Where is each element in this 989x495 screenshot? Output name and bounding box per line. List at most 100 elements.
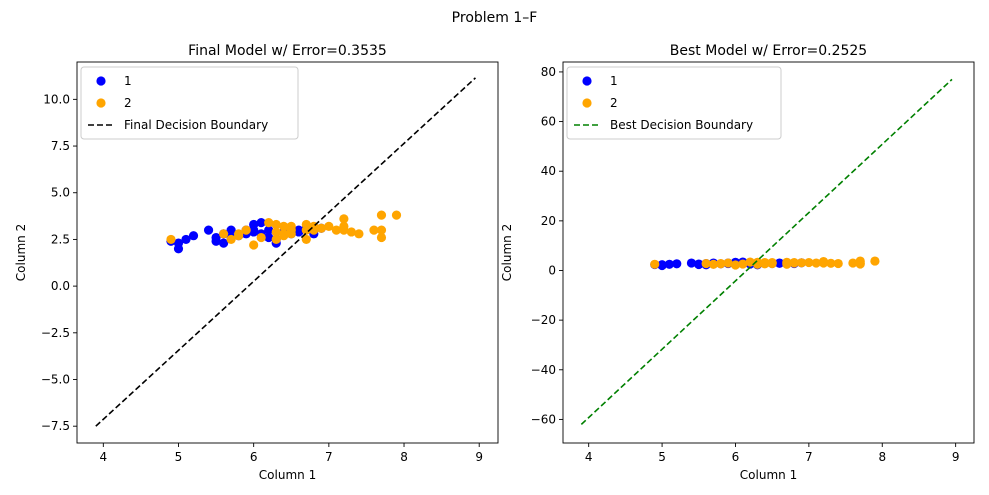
class-2-point — [226, 234, 236, 245]
class-1-point — [774, 258, 785, 268]
class-2-point — [286, 221, 296, 231]
class-1-point — [256, 218, 266, 228]
legend-label: 2 — [610, 96, 618, 110]
left-subplot: Final Model w/ Error=0.3535 4 5 6 7 8 9 −7.5 −5.… — [14, 43, 499, 482]
class-2-point — [301, 219, 311, 230]
class-2-point — [286, 229, 296, 239]
class-2-point — [818, 258, 829, 268]
x-tick-label: 4 — [99, 450, 107, 464]
class-1-point — [672, 259, 682, 269]
class-2-point — [870, 256, 880, 266]
x-axis-label: Column 1 — [740, 468, 797, 482]
y-tick-label: −7.5 — [41, 419, 70, 433]
x-axis-label: Column 1 — [259, 468, 316, 482]
x-tick-label: 9 — [475, 450, 483, 464]
y-tick-label: −2.5 — [41, 326, 70, 340]
class-2-point — [271, 234, 281, 245]
x-tick-label: 4 — [585, 450, 593, 464]
x-tick-label: 7 — [805, 450, 813, 464]
class-2-point — [738, 259, 748, 269]
y-tick-label: −5.0 — [41, 373, 70, 387]
x-tick-label: 6 — [250, 450, 258, 464]
y-tick-label: 0 — [548, 263, 556, 277]
legend-marker-swatch — [96, 76, 106, 86]
y-tick-label: 60 — [541, 115, 556, 129]
decision-boundary-line — [580, 78, 953, 425]
x-tick-label: 7 — [325, 450, 333, 464]
class-1-point — [294, 227, 304, 237]
class-1-point — [264, 225, 274, 235]
class-2-point — [752, 257, 763, 267]
class-1-point — [181, 234, 191, 245]
right-subplot: Best Model w/ Error=0.2525 4 5 6 7 8 9 −60 −40 −2… — [500, 43, 975, 482]
legend-label: Final Decision Boundary — [124, 118, 268, 132]
x-tick-label: 6 — [732, 450, 740, 464]
class-1-point — [218, 238, 229, 248]
class-2-point — [701, 258, 711, 269]
subplot-title: Final Model w/ Error=0.3535 — [188, 43, 387, 59]
y-tick-label: 20 — [541, 214, 556, 228]
legend-label: Best Decision Boundary — [610, 118, 753, 132]
y-tick-label: −40 — [531, 363, 556, 377]
class-2-point — [826, 258, 836, 268]
class-1-point — [203, 225, 214, 235]
decision-boundary-line — [95, 77, 476, 427]
class-1-point — [694, 259, 704, 269]
legend-box — [566, 66, 782, 140]
legend-box — [80, 66, 299, 140]
class-2-point — [264, 218, 274, 228]
class-1-point — [173, 244, 184, 254]
class-2-point — [848, 258, 858, 268]
class-2-point — [354, 229, 364, 239]
class-2-point — [760, 257, 770, 268]
class-2-point — [391, 210, 402, 220]
legend-marker-swatch — [582, 98, 592, 108]
class-2-point — [166, 234, 176, 245]
class-2-point — [346, 227, 357, 237]
class-2-point — [271, 219, 281, 230]
x-tick-label: 5 — [175, 450, 183, 464]
class-2-point — [833, 258, 843, 269]
class-2-point — [650, 259, 660, 269]
class-2-point — [249, 240, 259, 250]
class-2-point — [279, 221, 289, 231]
y-axis-label: Column 2 — [14, 224, 28, 281]
class-1-point — [249, 227, 259, 237]
class-2-point — [339, 225, 349, 235]
legend-label: 1 — [610, 74, 618, 88]
class-2-point — [376, 210, 387, 220]
y-tick-label: 2.5 — [51, 232, 70, 246]
class-2-point — [804, 257, 814, 268]
class-2-point — [730, 260, 741, 270]
class-1-point — [664, 259, 675, 269]
class-2-point — [716, 258, 726, 269]
class-2-point — [767, 258, 777, 269]
class-2-point — [855, 258, 865, 268]
x-tick-label: 9 — [952, 450, 960, 464]
class-1-point — [657, 260, 667, 271]
y-tick-label: 7.5 — [51, 139, 70, 153]
class-2-point — [708, 259, 719, 269]
legend-label: 1 — [124, 74, 132, 88]
class-1-point — [188, 231, 199, 241]
class-2-point — [782, 257, 792, 267]
y-tick-label: −20 — [531, 313, 556, 327]
y-tick-label: 40 — [541, 164, 556, 178]
x-tick-label: 8 — [400, 450, 408, 464]
class-2-point — [376, 225, 387, 235]
figure-suptitle: Problem 1–F — [452, 10, 538, 26]
class-1-point — [226, 225, 236, 235]
plot-frame — [562, 61, 975, 444]
legend-label: 2 — [124, 96, 132, 110]
class-2-point — [789, 257, 799, 268]
y-tick-label: 0.0 — [51, 279, 70, 293]
class-2-point — [376, 232, 387, 243]
class-2-point — [811, 258, 821, 268]
class-2-point — [796, 258, 807, 268]
legend-marker-swatch — [96, 98, 106, 108]
plot-frame — [76, 61, 499, 444]
class-1-point — [264, 232, 274, 243]
class-2-point — [241, 225, 251, 235]
class-2-point — [723, 258, 733, 268]
